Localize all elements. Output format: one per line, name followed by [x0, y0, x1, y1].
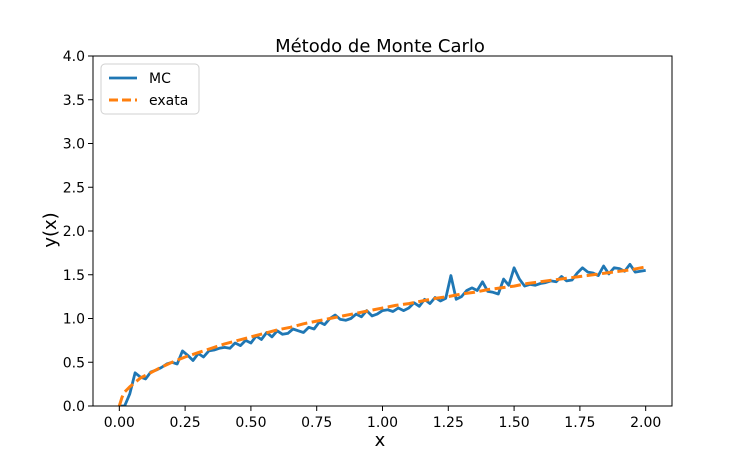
x-tick-label: 0.75 [301, 415, 332, 431]
y-tick-label: 0.5 [63, 355, 85, 371]
x-tick-label: 0.50 [235, 415, 266, 431]
y-axis-label: y(x) [40, 212, 61, 247]
y-tick-label: 0.0 [63, 399, 85, 415]
series-line-exata [117, 265, 646, 406]
legend-label-mc: MC [149, 71, 171, 87]
legend: MC exata [100, 63, 200, 115]
y-tick-label: 3.0 [63, 137, 85, 153]
y-tick-label: 1.5 [63, 268, 85, 284]
y-tick-label: 2.5 [63, 180, 85, 196]
y-tick-label: 4.0 [63, 49, 85, 65]
x-tick-label: 0.25 [170, 415, 201, 431]
x-tick-label: 1.00 [367, 415, 398, 431]
series-group [117, 262, 646, 406]
legend-label-exata: exata [149, 93, 188, 109]
y-tick-label: 3.5 [63, 93, 85, 109]
x-tick-label: 2.00 [630, 415, 661, 431]
plot-area: 0.00 0.25 0.50 0.75 1.00 1.25 1.50 1.75 2.00 0.0 0… [63, 49, 673, 431]
chart-title: Método de Monte Carlo [275, 36, 485, 57]
x-axis-label: x [375, 430, 386, 451]
x-tick-label: 1.75 [564, 415, 595, 431]
y-tick-label: 2.0 [63, 224, 85, 240]
x-tick-label: 0.00 [104, 415, 135, 431]
x-tick-label: 1.50 [499, 415, 530, 431]
x-tick-label: 1.25 [433, 415, 464, 431]
y-tick-label: 1.0 [63, 312, 85, 328]
